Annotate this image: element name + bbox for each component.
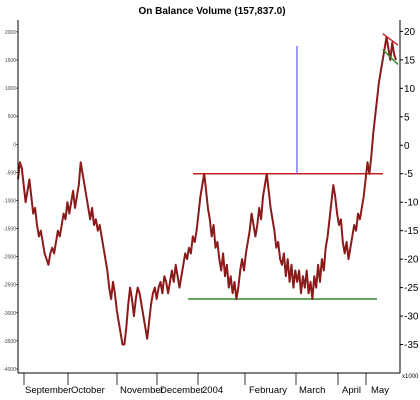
right-tick-label: 0: [404, 141, 410, 152]
right-tick-label: 10: [404, 84, 416, 95]
left-tick-label: 1000: [5, 86, 16, 92]
left-tick-label: -500: [6, 170, 16, 176]
right-tick-label: -15: [404, 226, 419, 237]
unit-label: x1000: [402, 374, 419, 380]
right-tick-label: -20: [404, 255, 419, 266]
x-tick-label: March: [299, 385, 325, 396]
left-tick-label: 0: [13, 142, 16, 148]
x-tick-label: September: [25, 385, 71, 396]
chart-title: On Balance Volume (157,837.0): [138, 6, 285, 17]
x-tick-label: 2004: [202, 385, 223, 396]
right-tick-label: -35: [404, 340, 419, 351]
x-tick-label: December: [160, 385, 204, 396]
left-tick-label: -2500: [3, 283, 16, 289]
left-tick-label: -3000: [3, 311, 16, 317]
trend-lower-line: [382, 49, 399, 65]
annotation-lines: [188, 46, 383, 300]
x-tick-label: October: [71, 385, 105, 396]
trend-upper-line: [382, 33, 399, 46]
x-tick-label: February: [249, 385, 287, 396]
right-tick-label: 5: [404, 112, 410, 123]
x-tick-label: May: [371, 385, 389, 396]
left-tick-label: 500: [8, 114, 17, 120]
right-tick-label: -10: [404, 198, 419, 209]
left-tick-label: -2000: [3, 255, 16, 261]
left-tick-label: -1500: [3, 227, 16, 233]
left-axis-labels: 2000 1500 1000 500 0 -500 -1000 -1500 -2000 -2500…: [3, 30, 16, 373]
right-tick-label: 15: [404, 55, 416, 66]
trend-channel: [382, 33, 399, 65]
left-tick-label: 2000: [5, 30, 16, 36]
left-tick-label: 1500: [5, 58, 16, 64]
right-tick-label: 20: [404, 27, 416, 38]
right-tick-label: -30: [404, 312, 419, 323]
left-tick-label: -1000: [3, 198, 16, 204]
x-tick-label: April: [342, 385, 361, 396]
x-tick-label: November: [120, 385, 164, 396]
right-tick-label: -25: [404, 283, 419, 294]
obv-series-line: [17, 36, 397, 346]
right-tick-label: -5: [404, 169, 413, 180]
axes: [17, 20, 401, 374]
left-tick-label: -3500: [3, 339, 16, 345]
left-tick-label: -4000: [3, 367, 16, 373]
right-axis-labels: 20 15 10 5 0 -5 -10 -15 -20 -25 -30 -35: [404, 27, 419, 351]
